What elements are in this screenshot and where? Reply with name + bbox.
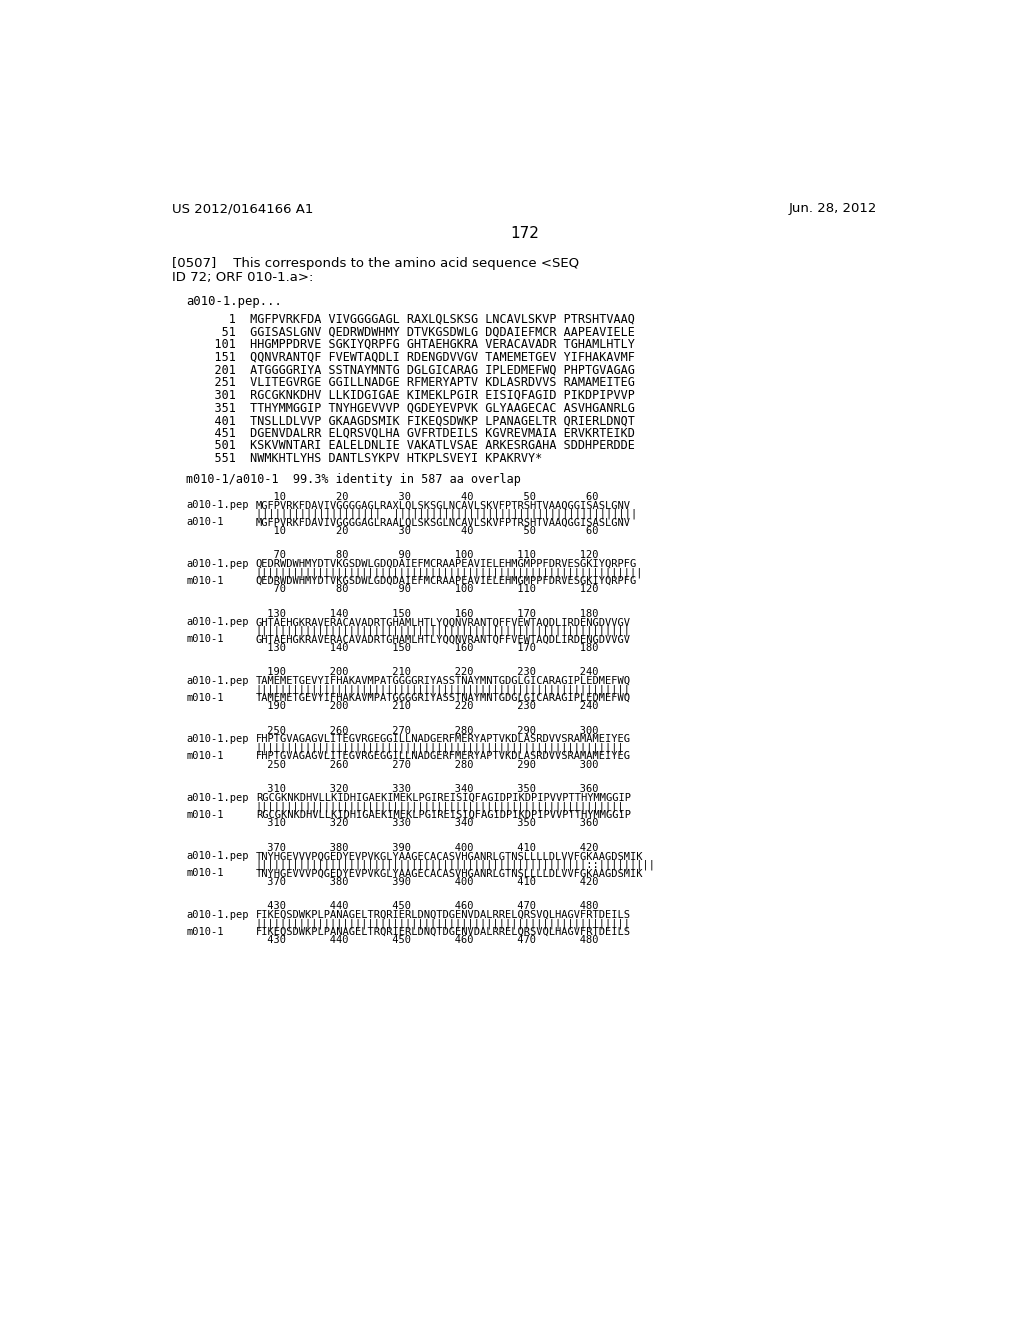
Text: 451  DGENVDALRR ELQRSVQLHA GVFRTDEILS KGVREVMAIA ERVKRTEIKD: 451 DGENVDALRR ELQRSVQLHA GVFRTDEILS KGV… bbox=[186, 426, 635, 440]
Text: a010-1.pep...: a010-1.pep... bbox=[186, 296, 282, 309]
Text: 10        20        30        40        50        60: 10 20 30 40 50 60 bbox=[186, 525, 599, 536]
Text: FHPTGVAGAGVLITEGVRGEGGILLNADGERFMERYAPTVKDLASRDVVSRAMAMEIYEG: FHPTGVAGAGVLITEGVRGEGGILLNADGERFMERYAPTV… bbox=[256, 734, 631, 744]
Text: 310       320       330       340       350       360: 310 320 330 340 350 360 bbox=[186, 784, 599, 795]
Text: m010-1: m010-1 bbox=[186, 810, 223, 820]
Text: 101  HHGMPPDRVE SGKIYQRPFG GHTAEHGKRA VERACAVADR TGHAMLHTLY: 101 HHGMPPDRVE SGKIYQRPFG GHTAEHGKRA VER… bbox=[186, 338, 635, 351]
Text: TAMEMETGEVYIFHAKAVMPATGGGGRIYASSTNAYMNTGDGLGICARAGIPLEDMEFWQ: TAMEMETGEVYIFHAKAVMPATGGGGRIYASSTNAYMNTG… bbox=[256, 676, 631, 686]
Text: 370       380       390       400       410       420: 370 380 390 400 410 420 bbox=[186, 843, 599, 853]
Text: 401  TNSLLDLVVP GKAAGDSMIK FIKEQSDWKP LPANAGELTR QRIERLDNQT: 401 TNSLLDLVVP GKAAGDSMIK FIKEQSDWKP LPA… bbox=[186, 414, 635, 428]
Text: 172: 172 bbox=[510, 226, 540, 242]
Text: ||||||||||||||||||||||||||||||||||||||||||||||||||||||||||||||: ||||||||||||||||||||||||||||||||||||||||… bbox=[256, 568, 643, 578]
Text: 130       140       150       160       170       180: 130 140 150 160 170 180 bbox=[186, 609, 599, 619]
Text: 1  MGFPVRKFDA VIVGGGGAGL RAXLQLSKSG LNCAVLSKVP PTRSHTVAAQ: 1 MGFPVRKFDA VIVGGGGAGL RAXLQLSKSG LNCAV… bbox=[186, 313, 635, 326]
Text: RGCGKNKDHVLLKIDHIGAEKIMEKLPGIREISIQFAGIDPIKDPIPVVPTTHYMMGGIP: RGCGKNKDHVLLKIDHIGAEKIMEKLPGIREISIQFAGID… bbox=[256, 793, 631, 803]
Text: Jun. 28, 2012: Jun. 28, 2012 bbox=[790, 202, 878, 215]
Text: a010-1.pep: a010-1.pep bbox=[186, 676, 249, 686]
Text: ID 72; ORF 010-1.a>:: ID 72; ORF 010-1.a>: bbox=[172, 271, 313, 284]
Text: a010-1.pep: a010-1.pep bbox=[186, 558, 249, 569]
Text: 430       440       450       460       470       480: 430 440 450 460 470 480 bbox=[186, 936, 599, 945]
Text: MGFPVRKFDAVIVGGGGAGLRAXLQLSKSGLNCAVLSKVFPTRSHTVAAQGGISASLGNV: MGFPVRKFDAVIVGGGGAGLRAXLQLSKSGLNCAVLSKVF… bbox=[256, 500, 631, 511]
Text: 351  TTHYMMGGIP TNYHGEVVVP QGDEYEVPVK GLYAAGECAC ASVHGANRLG: 351 TTHYMMGGIP TNYHGEVVVP QGDEYEVPVK GLY… bbox=[186, 401, 635, 414]
Text: m010-1: m010-1 bbox=[186, 635, 223, 644]
Text: ||||||||||||||||||||||||||||||||||||||||||||||||||||||||||||: ||||||||||||||||||||||||||||||||||||||||… bbox=[256, 684, 631, 694]
Text: 251  VLITEGVRGE GGILLNADGE RFMERYAPTV KDLASRDVVS RAMAMEITEG: 251 VLITEGVRGE GGILLNADGE RFMERYAPTV KDL… bbox=[186, 376, 635, 389]
Text: a010-1.pep: a010-1.pep bbox=[186, 851, 249, 862]
Text: m010-1/a010-1  99.3% identity in 587 aa overlap: m010-1/a010-1 99.3% identity in 587 aa o… bbox=[186, 473, 521, 486]
Text: |||||||||||||||||||||||||||||||||||||||||||||||||||||||||||: ||||||||||||||||||||||||||||||||||||||||… bbox=[256, 801, 625, 812]
Text: FHPTGVAGAGVLITEGVRGEGGILLNADGERFMERYAPTVKDLASRDVVSRAMAMEIYEG: FHPTGVAGAGVLITEGVRGEGGILLNADGERFMERYAPTV… bbox=[256, 751, 631, 762]
Text: m010-1: m010-1 bbox=[186, 751, 223, 762]
Text: QEDRWDWHMYDTVKGSDWLGDQDAIEFMCRAAPEAVIELEHMGMPPFDRVESGKIYQRPFG: QEDRWDWHMYDTVKGSDWLGDQDAIEFMCRAAPEAVIELE… bbox=[256, 576, 637, 586]
Text: 10        20        30        40        50        60: 10 20 30 40 50 60 bbox=[186, 492, 599, 502]
Text: a010-1.pep: a010-1.pep bbox=[186, 909, 249, 920]
Text: 70        80        90       100       110       120: 70 80 90 100 110 120 bbox=[186, 550, 599, 560]
Text: 190       200       210       220       230       240: 190 200 210 220 230 240 bbox=[186, 701, 599, 711]
Text: FIKEQSDWKPLPANAGELTRQRIERLDNQTDGENVDALRRELQRSVQLHAGVFRTDEILS: FIKEQSDWKPLPANAGELTRQRIERLDNQTDGENVDALRR… bbox=[256, 927, 631, 937]
Text: TNYHGEVVVPQGEDYEVPVKGLYAAGECACASVHGANRLGTNSLLLLDLVVFGKAAGDSMIK: TNYHGEVVVPQGEDYEVPVKGLYAAGECACASVHGANRLG… bbox=[256, 869, 643, 878]
Text: ||||||||||||||||||||||||||||||||||||||||||||||||||||||||||||: ||||||||||||||||||||||||||||||||||||||||… bbox=[256, 919, 631, 929]
Text: m010-1: m010-1 bbox=[186, 693, 223, 702]
Text: 370       380       390       400       410       420: 370 380 390 400 410 420 bbox=[186, 876, 599, 887]
Text: |||||||||||||||||||||||||||||||||||||||||||||||||||||::|||||||||: ||||||||||||||||||||||||||||||||||||||||… bbox=[256, 859, 656, 870]
Text: 151  QQNVRANTQF FVEWTAQDLI RDENGDVVGV TAMEMETGEV YIFHAKAVMF: 151 QQNVRANTQF FVEWTAQDLI RDENGDVVGV TAM… bbox=[186, 351, 635, 363]
Text: QEDRWDWHMYDTVKGSDWLGDQDAIEFMCRAAPEAVIELEHMGMPPFDRVESGKIYQRPFG: QEDRWDWHMYDTVKGSDWLGDQDAIEFMCRAAPEAVIELE… bbox=[256, 558, 637, 569]
Text: FIKEQSDWKPLPANAGELTRQRIERLDNQTDGENVDALRRELQRSVQLHAGVFRTDEILS: FIKEQSDWKPLPANAGELTRQRIERLDNQTDGENVDALRR… bbox=[256, 909, 631, 920]
Text: m010-1: m010-1 bbox=[186, 576, 223, 586]
Text: 70        80        90       100       110       120: 70 80 90 100 110 120 bbox=[186, 585, 599, 594]
Text: m010-1: m010-1 bbox=[186, 869, 223, 878]
Text: a010-1.pep: a010-1.pep bbox=[186, 500, 249, 511]
Text: ||||||||||||||||||||  |||||||||||||||||||||||||||||||||||||||: |||||||||||||||||||| |||||||||||||||||||… bbox=[256, 508, 637, 519]
Text: ||||||||||||||||||||||||||||||||||||||||||||||||||||||||||||: ||||||||||||||||||||||||||||||||||||||||… bbox=[256, 626, 631, 636]
Text: 501  KSKVWNTARI EALELDNLIE VAKATLVSAE ARKESRGAHA SDDHPERDDE: 501 KSKVWNTARI EALELDNLIE VAKATLVSAE ARK… bbox=[186, 440, 635, 453]
Text: GHTAEHGKRAVERACAVADRTGHAMLHTLYQQNVRANTQFFVEWTAQDLIRDENGDVVGV: GHTAEHGKRAVERACAVADRTGHAMLHTLYQQNVRANTQF… bbox=[256, 635, 631, 644]
Text: MGFPVRKFDAVIVGGGGAGLRAALQLSKSGLNCAVLSKVFPTRSHTVAAQGGISASLGNV: MGFPVRKFDAVIVGGGGAGLRAALQLSKSGLNCAVLSKVF… bbox=[256, 517, 631, 527]
Text: 301  RGCGKNKDHV LLKIDGIGAE KIMEKLPGIR EISIQFAGID PIKDPIPVVP: 301 RGCGKNKDHV LLKIDGIGAE KIMEKLPGIR EIS… bbox=[186, 388, 635, 401]
Text: 250       260       270       280       290       300: 250 260 270 280 290 300 bbox=[186, 726, 599, 735]
Text: 190       200       210       220       230       240: 190 200 210 220 230 240 bbox=[186, 668, 599, 677]
Text: US 2012/0164166 A1: US 2012/0164166 A1 bbox=[172, 202, 313, 215]
Text: a010-1.pep: a010-1.pep bbox=[186, 793, 249, 803]
Text: a010-1.pep: a010-1.pep bbox=[186, 734, 249, 744]
Text: 201  ATGGGGRIYA SSTNAYMNTG DGLGICARAG IPLEDMEFWQ PHPTGVAGAG: 201 ATGGGGRIYA SSTNAYMNTG DGLGICARAG IPL… bbox=[186, 363, 635, 376]
Text: 130       140       150       160       170       180: 130 140 150 160 170 180 bbox=[186, 643, 599, 652]
Text: a010-1.pep: a010-1.pep bbox=[186, 618, 249, 627]
Text: GHTAEHGKRAVERACAVADRTGHAMLHTLYQQNVRANTQFFVEWTAQDLIRDENGDVVGV: GHTAEHGKRAVERACAVADRTGHAMLHTLYQQNVRANTQF… bbox=[256, 618, 631, 627]
Text: [0507]    This corresponds to the amino acid sequence <SEQ: [0507] This corresponds to the amino aci… bbox=[172, 257, 580, 271]
Text: m010-1: m010-1 bbox=[186, 927, 223, 937]
Text: a010-1: a010-1 bbox=[186, 517, 223, 527]
Text: TNYHGEVVVPQGEDYEVPVKGLYAAGECACASVHGANRLGTNSLLLLDLVVFGKAAGDSMIK: TNYHGEVVVPQGEDYEVPVKGLYAAGECACASVHGANRLG… bbox=[256, 851, 643, 862]
Text: 430       440       450       460       470       480: 430 440 450 460 470 480 bbox=[186, 902, 599, 911]
Text: TAMEMETGEVYIFHAKAVMPATGGGGRIYASSTNAYMNTGDGLGICARAGIPLEDMEFWQ: TAMEMETGEVYIFHAKAVMPATGGGGRIYASSTNAYMNTG… bbox=[256, 693, 631, 702]
Text: |||||||||||||||||||||||||||||||||||||||||||||||||||||||||||: ||||||||||||||||||||||||||||||||||||||||… bbox=[256, 743, 625, 754]
Text: 551  NWMKHTLYHS DANTLSYKPV HTKPLSVEYI KPAKRVY*: 551 NWMKHTLYHS DANTLSYKPV HTKPLSVEYI KPA… bbox=[186, 453, 543, 465]
Text: 250       260       270       280       290       300: 250 260 270 280 290 300 bbox=[186, 760, 599, 770]
Text: 51  GGISASLGNV QEDRWDWHMY DTVKGSDWLG DQDAIEFMCR AAPEAVIELE: 51 GGISASLGNV QEDRWDWHMY DTVKGSDWLG DQDA… bbox=[186, 325, 635, 338]
Text: 310       320       330       340       350       360: 310 320 330 340 350 360 bbox=[186, 818, 599, 828]
Text: RGCGKNKDHVLLKIDHIGAEKIMEKLPGIREISIQFAGIDPIKDPIPVVPTTHYMMGGIP: RGCGKNKDHVLLKIDHIGAEKIMEKLPGIREISIQFAGID… bbox=[256, 810, 631, 820]
